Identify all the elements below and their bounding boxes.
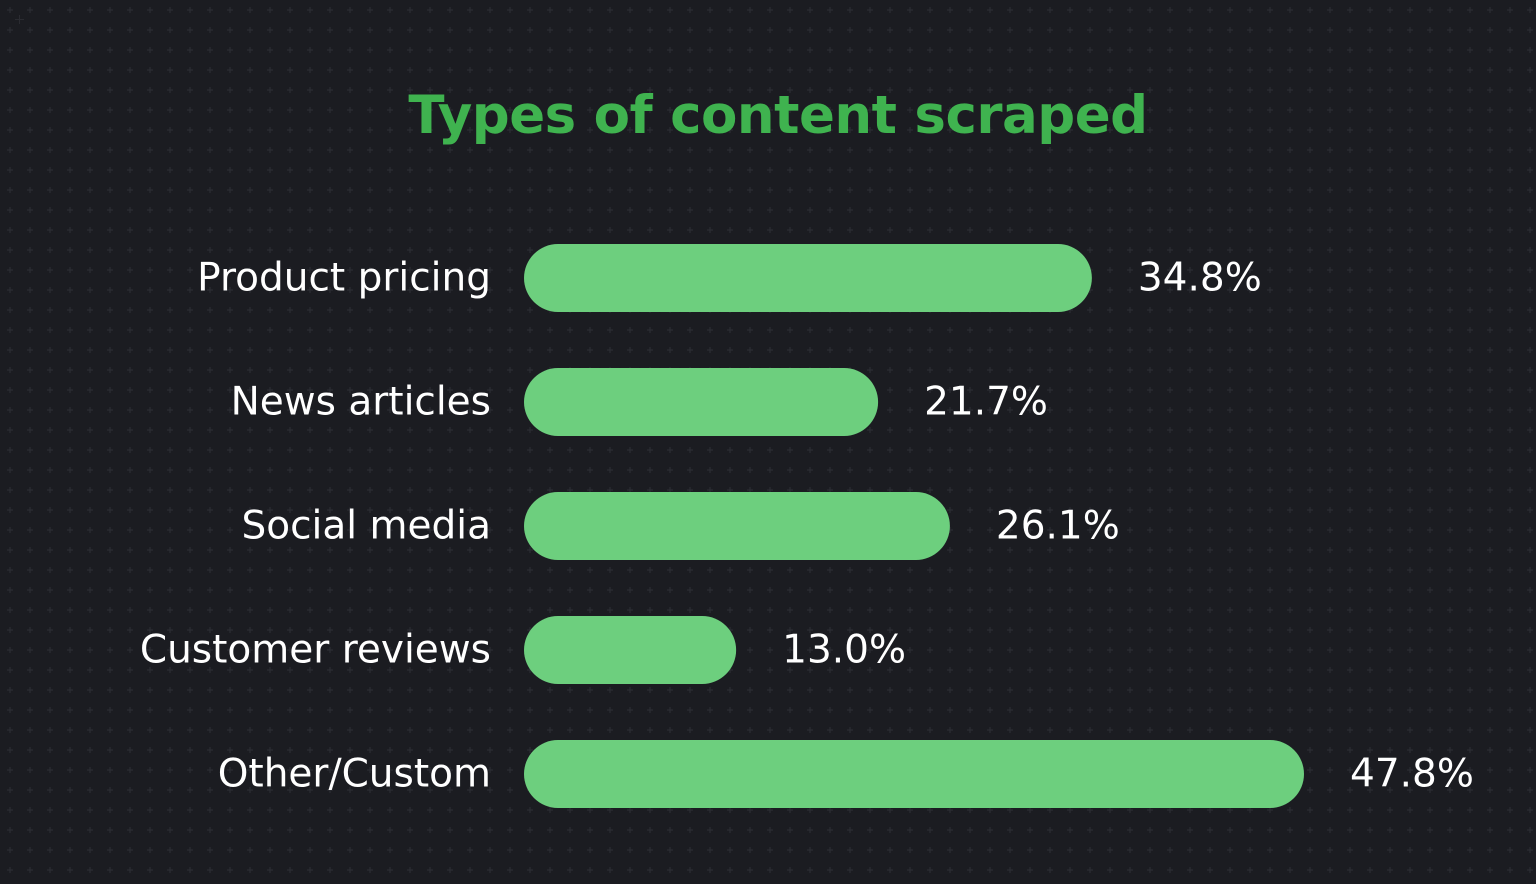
category-label: Customer reviews: [140, 628, 491, 673]
value-label: 26.1%: [996, 504, 1120, 549]
value-label: 34.8%: [1138, 256, 1262, 301]
bar-group: Other/Custom 47.8%: [218, 740, 1474, 808]
bar: [524, 616, 737, 684]
value-label: 21.7%: [924, 380, 1048, 425]
bar-group: Customer reviews 13.0%: [140, 616, 906, 684]
chart-title: Types of content scraped: [408, 85, 1148, 146]
bar: [524, 244, 1092, 312]
bar-group: Social media 26.1%: [241, 492, 1120, 560]
bar: [524, 740, 1304, 808]
value-label: 47.8%: [1350, 752, 1474, 797]
bar-group: News articles 21.7%: [231, 368, 1048, 436]
bar: [524, 368, 879, 436]
value-label: 13.0%: [782, 628, 906, 673]
bar: [524, 492, 950, 560]
category-label: Product pricing: [197, 256, 491, 301]
category-label: News articles: [231, 380, 491, 425]
category-label: Other/Custom: [218, 752, 491, 797]
bar-group: Product pricing 34.8%: [197, 244, 1262, 312]
category-label: Social media: [241, 504, 491, 549]
